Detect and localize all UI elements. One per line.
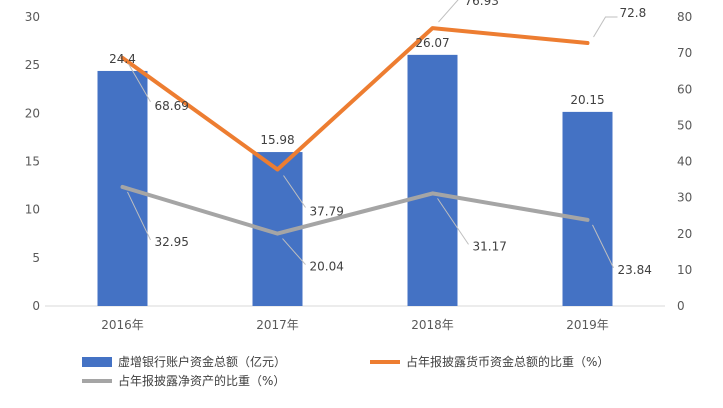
y-left-tick-label: 10 bbox=[25, 203, 40, 217]
line-data-label: 32.95 bbox=[155, 235, 189, 249]
series-line bbox=[120, 184, 590, 236]
left-axis: 0 5 10 15 20 25 30 bbox=[25, 10, 40, 313]
bar-data-label: 24.4 bbox=[109, 52, 136, 66]
y-left-tick-label: 25 bbox=[25, 58, 40, 72]
bar-data-label: 26.07 bbox=[415, 36, 449, 50]
line-data-label: 68.69 bbox=[155, 99, 189, 113]
label-leader-line bbox=[128, 63, 151, 103]
y-right-tick-label: 10 bbox=[677, 263, 692, 277]
label-leader-line bbox=[127, 191, 151, 241]
line-series bbox=[120, 26, 590, 236]
y-right-tick-label: 60 bbox=[677, 82, 692, 96]
legend-label-bar: 虚增银行账户资金总额（亿元） bbox=[118, 354, 286, 369]
bar-data-label: 15.98 bbox=[260, 133, 294, 147]
x-tick-label: 2019年 bbox=[566, 318, 609, 332]
y-right-tick-label: 20 bbox=[677, 227, 692, 241]
label-leader-line bbox=[438, 0, 459, 23]
label-leader-line bbox=[592, 224, 614, 269]
label-leader-line bbox=[437, 198, 469, 245]
line-data-label: 31.17 bbox=[473, 239, 507, 253]
y-right-tick-label: 0 bbox=[677, 299, 685, 313]
bar-data-label: 20.15 bbox=[570, 93, 604, 107]
legend-swatch-bar bbox=[82, 357, 112, 367]
right-axis: 0 10 20 30 40 50 60 70 80 bbox=[677, 10, 692, 313]
x-tick-label: 2017年 bbox=[256, 318, 299, 332]
label-leader-line bbox=[282, 238, 306, 265]
x-tick-label: 2016年 bbox=[101, 318, 144, 332]
y-right-tick-label: 40 bbox=[677, 155, 692, 169]
line-data-label: 72.8 bbox=[620, 6, 647, 20]
line-data-label: 20.04 bbox=[310, 260, 344, 274]
line-data-label: 37.79 bbox=[310, 204, 344, 218]
label-leader-line bbox=[593, 16, 618, 38]
y-left-tick-label: 20 bbox=[25, 106, 40, 120]
y-right-tick-label: 30 bbox=[677, 191, 692, 205]
legend: 虚增银行账户资金总额（亿元） 占年报披露货币资金总额的比重（%） 占年报披露净资… bbox=[82, 354, 609, 388]
line-data-label: 23.84 bbox=[618, 263, 652, 277]
data-labels: 24.4 15.98 26.07 20.15 68.69 37.79 76.93 72.8 32… bbox=[109, 0, 652, 277]
x-axis: 2016年 2017年 2018年 2019年 bbox=[45, 305, 665, 332]
legend-label-orange-line: 占年报披露货币资金总额的比重（%） bbox=[406, 354, 609, 369]
x-tick-label: 2018年 bbox=[411, 318, 454, 332]
bar bbox=[407, 54, 458, 306]
bar bbox=[562, 111, 613, 306]
y-right-tick-label: 70 bbox=[677, 46, 692, 60]
y-right-tick-label: 50 bbox=[677, 118, 692, 132]
label-leader-lines bbox=[127, 0, 618, 269]
y-left-tick-label: 0 bbox=[32, 299, 40, 313]
y-right-tick-label: 80 bbox=[677, 10, 692, 24]
series-line bbox=[120, 26, 590, 172]
y-left-tick-label: 30 bbox=[25, 10, 40, 24]
legend-label-gray-line: 占年报披露净资产的比重（%） bbox=[118, 373, 285, 388]
bar-series bbox=[97, 54, 613, 307]
y-left-tick-label: 15 bbox=[25, 155, 40, 169]
y-left-tick-label: 5 bbox=[32, 251, 40, 265]
label-leader-line bbox=[283, 175, 306, 208]
line-data-label: 76.93 bbox=[465, 0, 499, 8]
